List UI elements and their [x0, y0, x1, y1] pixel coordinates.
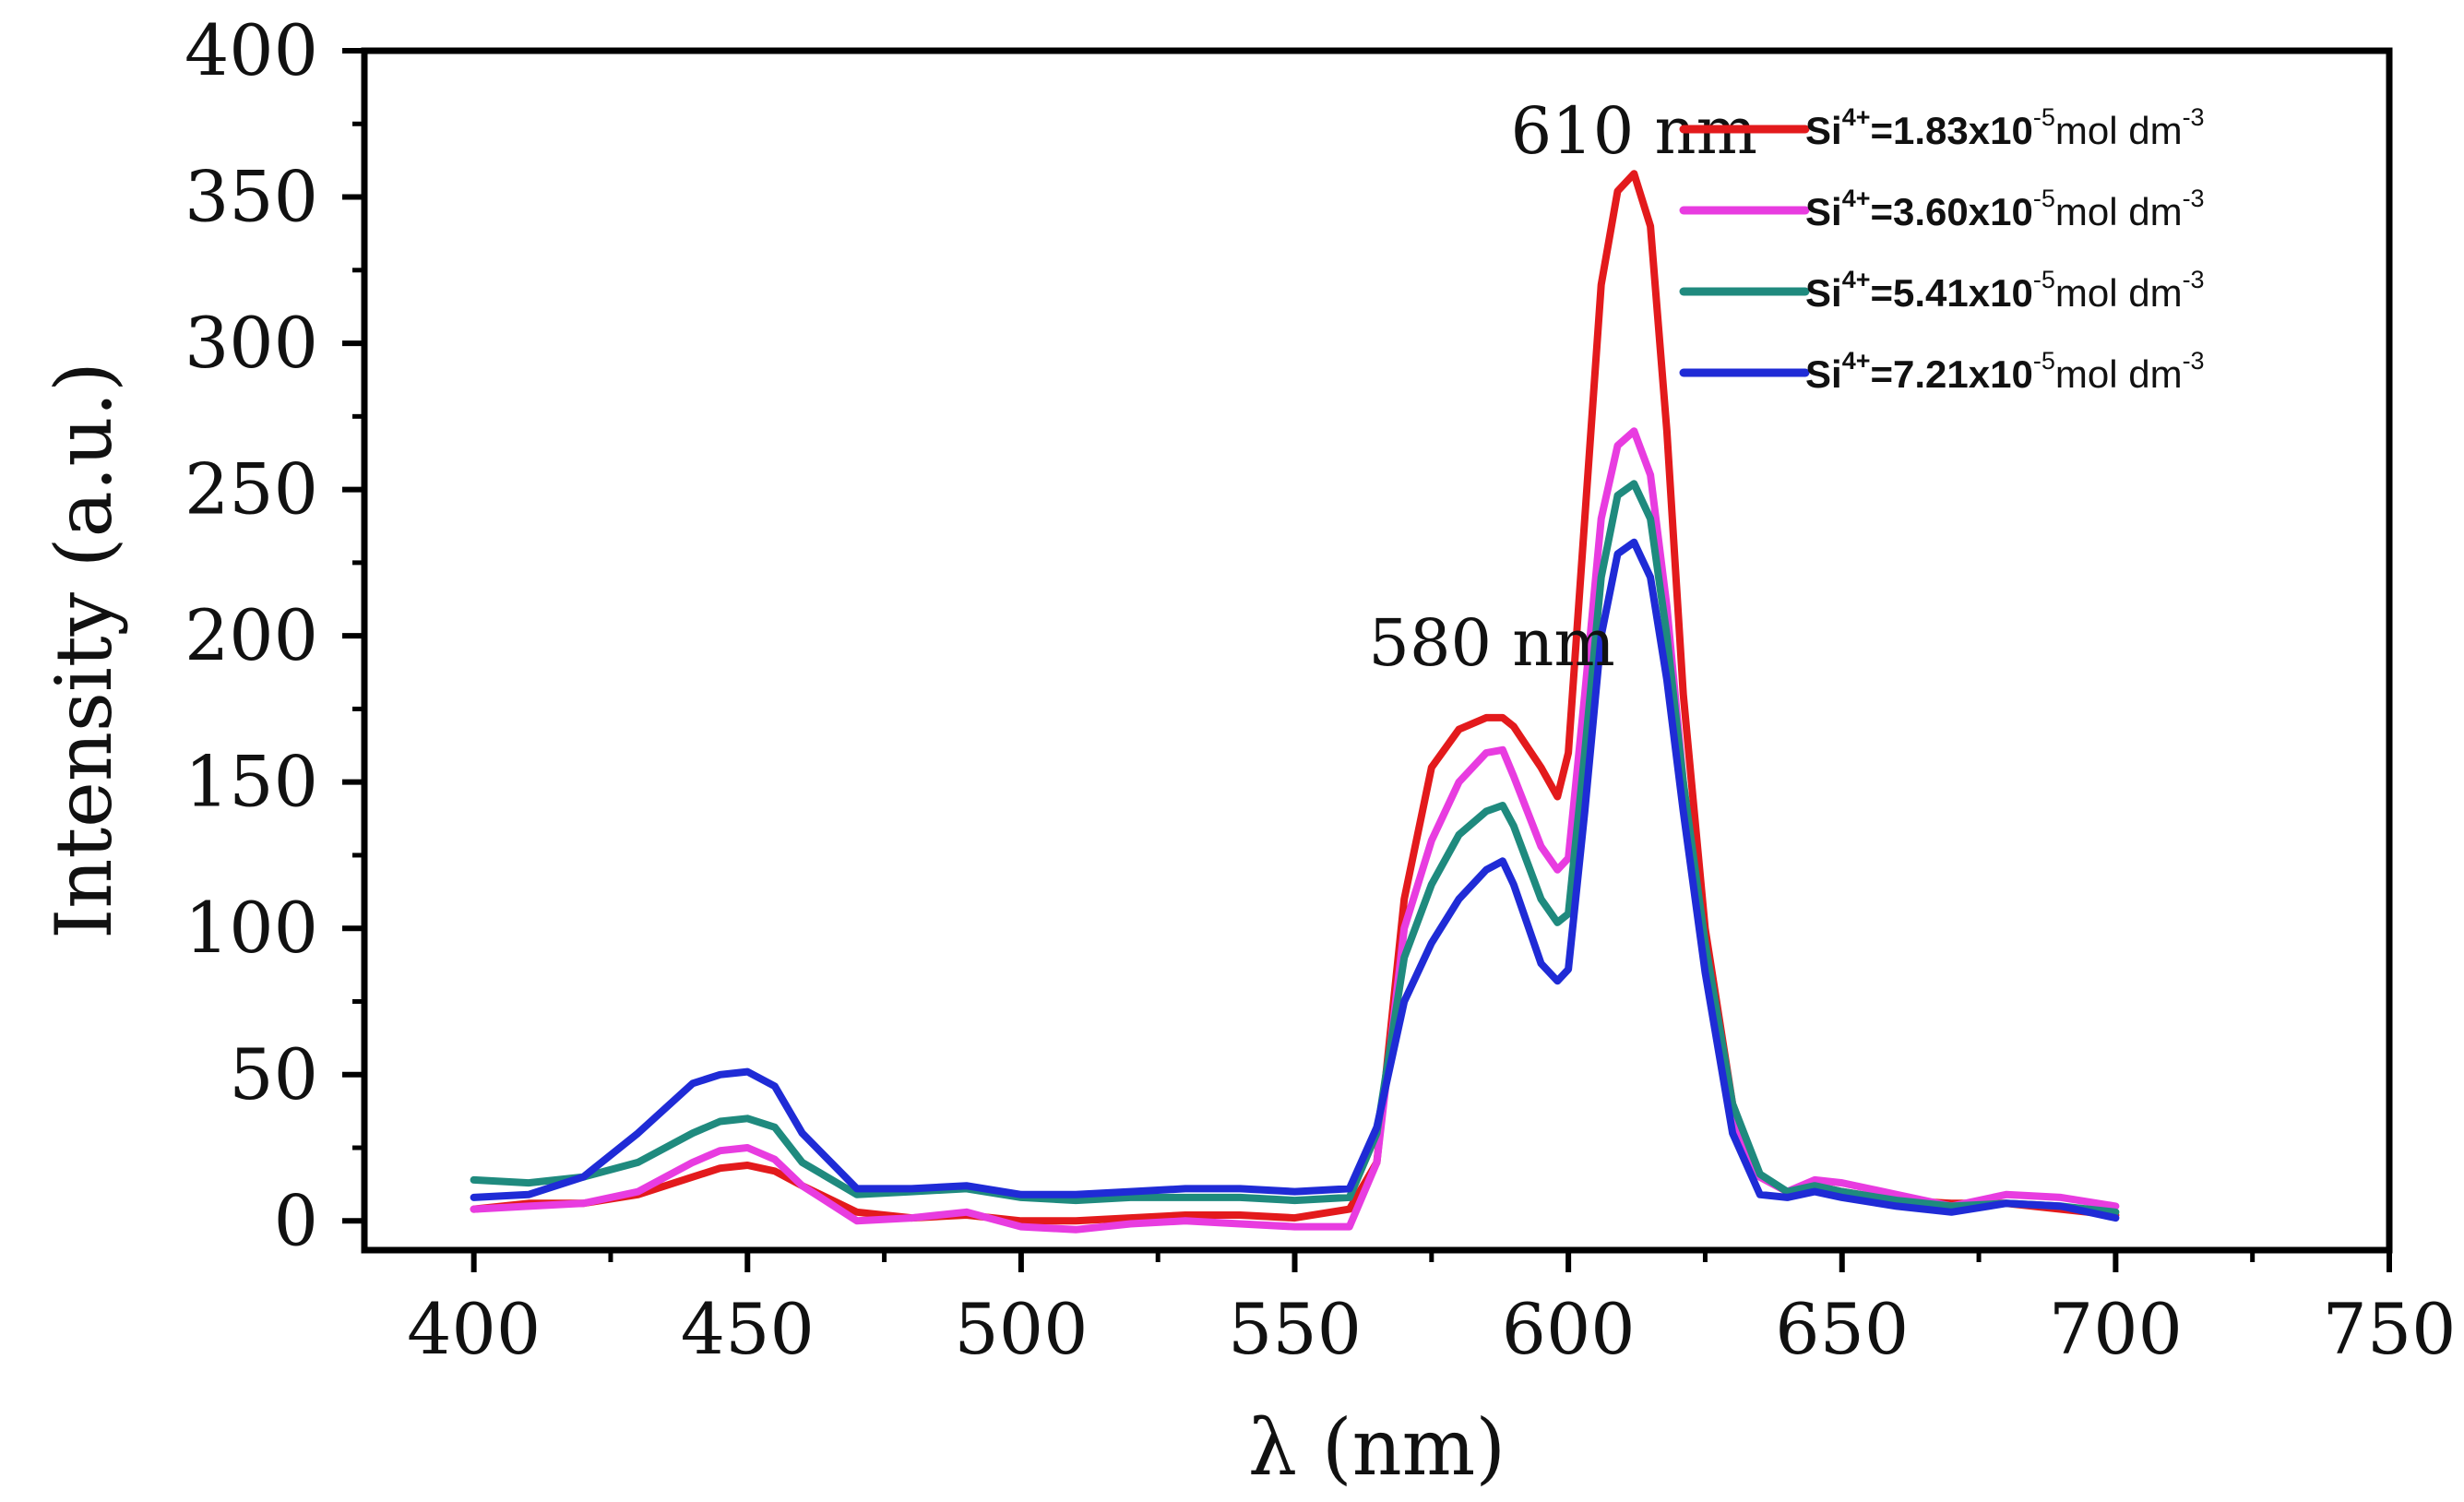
y-tick-label: 250 [185, 448, 318, 530]
x-tick-label: 750 [2322, 1288, 2456, 1370]
y-tick-label: 400 [185, 9, 318, 91]
x-tick-label: 550 [1228, 1288, 1362, 1370]
series-line-4 [470, 538, 2120, 1222]
x-tick-label: 650 [1775, 1288, 1909, 1370]
x-tick-label: 400 [407, 1288, 541, 1370]
series-line-3 [470, 480, 2120, 1216]
legend-label-2: Si4+=3.60x10-5mol dm-3 [1805, 185, 2205, 233]
y-tick-label: 0 [274, 1179, 318, 1261]
legend-label-4: Si4+=7.21x10-5mol dm-3 [1805, 347, 2205, 396]
legend-label-3: Si4+=5.41x10-5mol dm-3 [1805, 266, 2205, 315]
x-tick-label: 700 [2049, 1288, 2183, 1370]
x-tick-label: 450 [681, 1288, 815, 1370]
y-axis-title: Intensity (a.u.) [39, 362, 129, 939]
y-tick-label: 100 [185, 887, 318, 969]
series-layer [470, 170, 2120, 1234]
x-tick-label: 500 [954, 1288, 1088, 1370]
y-tick-label: 300 [185, 302, 318, 384]
x-tick-label: 600 [1502, 1288, 1636, 1370]
plot-frame [361, 47, 2393, 1254]
y-tick-label: 200 [185, 594, 318, 676]
tick-layer: 400 450 500 550 600 650 700 750 0 50 100 150 200 250 3… [185, 9, 2457, 1370]
y-tick-label: 50 [229, 1033, 318, 1115]
y-tick-label: 350 [185, 156, 318, 238]
legend: Si4+=1.83x10-5mol dm-3 Si4+=3.60x10-5mol … [1679, 103, 2205, 396]
legend-label-1: Si4+=1.83x10-5mol dm-3 [1805, 103, 2205, 152]
y-tick-label: 150 [185, 741, 318, 823]
x-axis-title: λ (nm) [1248, 1402, 1506, 1493]
peak-annotation-2: 580 nm [1368, 605, 1614, 681]
